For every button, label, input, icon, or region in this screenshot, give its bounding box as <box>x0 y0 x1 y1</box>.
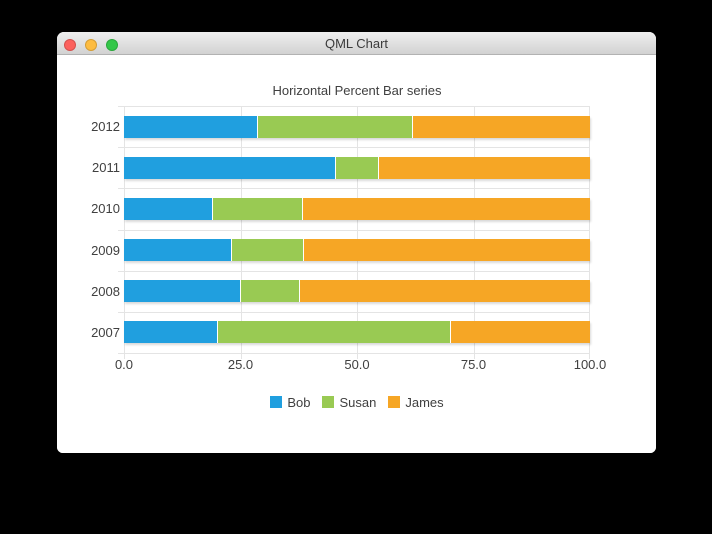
close-button[interactable] <box>64 39 76 51</box>
bar-segment-james[interactable] <box>302 197 590 220</box>
category-axis-label: 2008 <box>91 283 120 299</box>
bar-segment-james[interactable] <box>300 280 590 303</box>
bar-row-2010 <box>124 197 590 220</box>
category-axis-label: 2012 <box>91 119 120 134</box>
legend-item-susan[interactable]: Susan <box>322 395 376 410</box>
value-axis-tick-label: 50.0 <box>344 357 370 372</box>
bar-segment-susan[interactable] <box>217 321 451 344</box>
legend-label: James <box>405 394 444 410</box>
chart-title: Horizontal Percent Bar series <box>272 83 442 98</box>
bar-segment-susan[interactable] <box>335 156 380 179</box>
window-titlebar[interactable]: QML Chart <box>57 32 656 55</box>
bar-row-2007 <box>124 321 590 344</box>
minimize-button[interactable] <box>85 39 97 51</box>
bar-segment-bob[interactable] <box>124 280 241 303</box>
legend-item-james[interactable]: James <box>388 394 444 410</box>
value-axis-tick-label: 75.0 <box>460 357 487 372</box>
value-axis-tick-label: 100.0 <box>573 357 607 372</box>
bar-segment-bob[interactable] <box>124 239 233 262</box>
value-axis-tick-label: 0.0 <box>114 357 134 372</box>
bar-row-2012 <box>124 115 591 138</box>
gridline-horizontal <box>118 147 590 148</box>
category-axis-label: 2011 <box>92 160 120 176</box>
legend-label: Susan <box>339 394 377 410</box>
bar-segment-susan[interactable] <box>241 280 300 303</box>
legend-marker-icon <box>270 396 283 408</box>
bar-segment-james[interactable] <box>450 321 590 344</box>
category-axis-label: 2009 <box>91 242 120 258</box>
gridline-horizontal <box>118 188 590 189</box>
bar-segment-bob[interactable] <box>124 321 218 344</box>
gridline-vertical <box>589 106 590 359</box>
legend-item-bob[interactable]: Bob <box>270 395 310 410</box>
gridline-horizontal <box>118 353 590 354</box>
bar-segment-susan[interactable] <box>213 197 303 220</box>
bar-segment-susan[interactable] <box>232 239 305 262</box>
gridline-horizontal <box>118 271 590 272</box>
category-axis-label: 2007 <box>91 324 120 340</box>
legend-marker-icon <box>388 396 401 408</box>
category-axis-label: 2010 <box>91 201 120 217</box>
chart-canvas: Horizontal Percent Bar series 0.0 25.0 50.… <box>57 55 656 453</box>
gridline-vertical <box>474 106 475 359</box>
bar-segment-bob[interactable] <box>124 197 214 220</box>
bar-segment-bob[interactable] <box>124 115 258 138</box>
bar-segment-james[interactable] <box>379 156 590 179</box>
gridline-vertical <box>241 106 242 359</box>
gridline-horizontal <box>118 312 590 313</box>
legend-label: Bob <box>287 394 311 410</box>
qml-chart-window: QML Chart Horizontal Percent Bar series … <box>57 32 656 453</box>
bar-row-2011 <box>124 156 590 179</box>
bar-segment-james[interactable] <box>304 239 590 262</box>
legend-marker-icon <box>322 396 335 408</box>
bar-row-2009 <box>124 239 590 262</box>
bar-segment-bob[interactable] <box>124 156 336 179</box>
chart-legend: Bob Susan James <box>124 394 590 410</box>
gridline-horizontal <box>118 230 590 231</box>
value-axis-tick-label: 25.0 <box>227 357 254 372</box>
gridline-vertical <box>124 106 125 359</box>
bar-row-2008 <box>124 280 590 303</box>
window-title: QML Chart <box>324 36 389 51</box>
gridline-horizontal <box>118 106 590 107</box>
plot-area <box>118 106 591 359</box>
bar-segment-susan[interactable] <box>257 115 414 138</box>
bar-segment-james[interactable] <box>413 115 591 138</box>
gridline-vertical <box>357 106 358 359</box>
zoom-button[interactable] <box>106 39 118 51</box>
